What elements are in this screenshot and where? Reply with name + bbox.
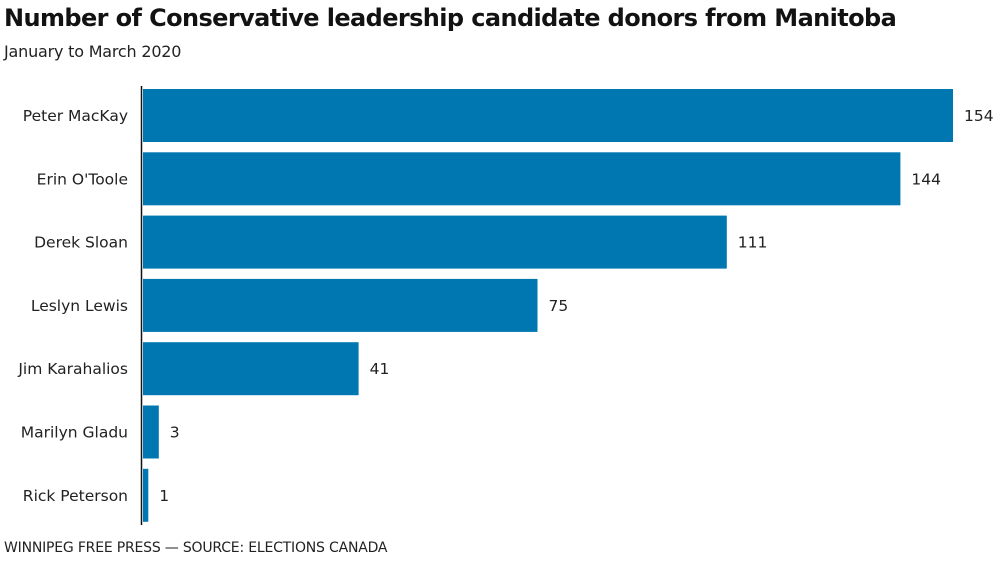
bar-derek-sloan xyxy=(143,215,727,269)
category-label: Derek Sloan xyxy=(34,234,128,252)
source-credit: WINNIPEG FREE PRESS — SOURCE: ELECTIONS … xyxy=(4,540,388,556)
bar-rick-peterson xyxy=(143,468,149,522)
bar-marilyn-gladu xyxy=(143,405,159,459)
category-label: Peter MacKay xyxy=(23,107,128,125)
value-label: 41 xyxy=(370,360,390,378)
value-labels: 154 144 111 75 41 3 1 xyxy=(159,107,993,505)
value-label: 3 xyxy=(170,424,180,442)
value-label: 144 xyxy=(911,170,941,188)
category-label: Jim Karahalios xyxy=(17,360,128,378)
chart-title: Number of Conservative leadership candid… xyxy=(4,4,897,32)
value-label: 111 xyxy=(738,234,768,252)
chart-subtitle: January to March 2020 xyxy=(4,42,182,61)
category-label: Marilyn Gladu xyxy=(21,424,128,442)
category-label: Rick Peterson xyxy=(23,487,128,505)
value-label: 154 xyxy=(964,107,994,125)
bars-layer xyxy=(143,89,953,522)
bar-leslyn-lewis xyxy=(143,278,538,332)
value-label: 1 xyxy=(159,487,169,505)
bar-jim-karahalios xyxy=(143,342,359,396)
value-label: 75 xyxy=(549,297,569,315)
bar-erin-o-toole xyxy=(143,152,901,206)
category-label: Erin O'Toole xyxy=(37,170,128,188)
category-label: Leslyn Lewis xyxy=(31,297,128,315)
category-labels: Peter MacKay Erin O'Toole Derek Sloan Lesly… xyxy=(17,107,128,505)
bar-peter-mackay xyxy=(143,89,953,142)
